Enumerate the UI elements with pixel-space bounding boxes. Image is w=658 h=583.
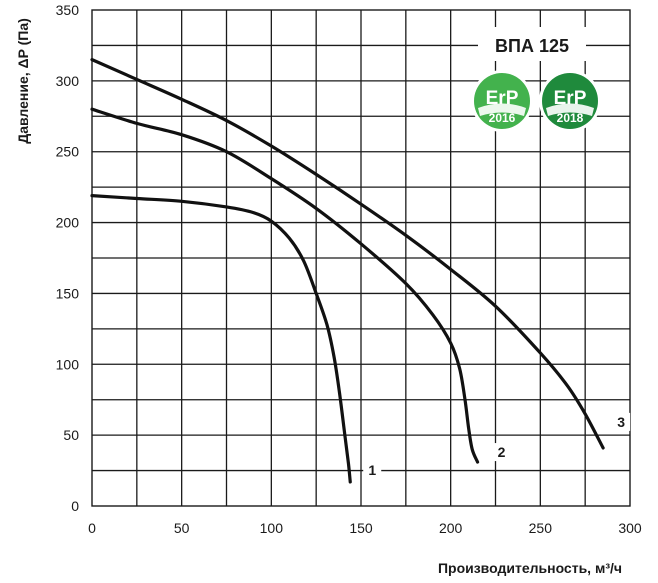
y-tick-label: 50 (63, 427, 79, 443)
title-background (478, 27, 586, 61)
y-tick-label: 100 (56, 356, 80, 372)
y-tick-label: 150 (56, 285, 80, 301)
curve-labels: 1 2 3 (363, 412, 631, 479)
y-tick-label: 350 (56, 2, 80, 18)
curve-1-label-bg (363, 460, 382, 479)
erp-2018-badge-year: 2018 (557, 111, 584, 125)
x-tick-label: 50 (174, 520, 190, 536)
x-tick-label: 0 (88, 520, 96, 536)
curve-1 (90, 194, 352, 484)
y-tick-labels: 0 50 100 150 200 250 300 350 (56, 2, 80, 514)
y-tick-label: 300 (56, 73, 80, 89)
curve-2-label: 2 (498, 444, 506, 460)
y-tick-label: 200 (56, 215, 80, 231)
erp-2016-badge-circle (474, 73, 530, 129)
y-tick-label: 250 (56, 144, 80, 160)
x-tick-label: 250 (529, 520, 553, 536)
x-tick-label: 300 (618, 520, 642, 536)
x-tick-label: 100 (260, 520, 284, 536)
erp-2018-badge-circle (542, 73, 598, 129)
erp-2018-badge-text: ErP (554, 88, 587, 109)
curves (90, 58, 605, 484)
curve-1-label: 1 (368, 462, 376, 478)
erp-2016-badge: ErP 2016 (471, 70, 533, 132)
curve-3-label-bg (612, 412, 631, 431)
erp-2016-badge-year: 2016 (489, 111, 516, 125)
x-axis-title: Производительность, м³/ч (438, 560, 622, 576)
chart-title: ВПА 125 (495, 36, 569, 56)
x-tick-labels: 0 50 100 150 200 250 300 (88, 520, 642, 536)
y-axis-title: Давление, ΔP (Па) (15, 18, 31, 144)
x-tick-label: 200 (439, 520, 463, 536)
curve-3-label: 3 (617, 414, 625, 430)
y-tick-label: 0 (71, 498, 79, 514)
curve-2-label-bg (492, 443, 511, 462)
curve-2 (90, 107, 480, 464)
erp-2016-badge-text: ErP (486, 88, 519, 109)
x-tick-label: 150 (349, 520, 373, 536)
curve-3 (90, 58, 605, 450)
erp-2018-badge: ErP 2018 (539, 70, 601, 132)
